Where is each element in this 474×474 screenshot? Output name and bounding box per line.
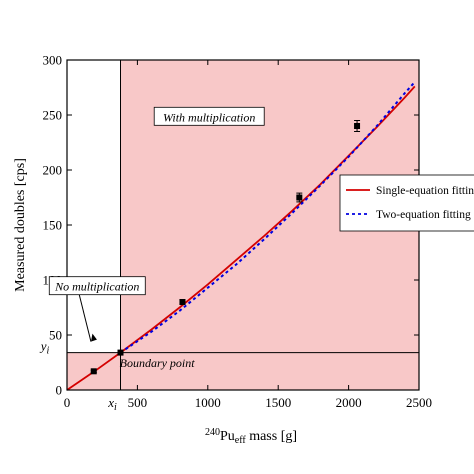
x-axis-title: 240Pueff mass [g] [205,427,297,446]
arrow-head [90,333,97,342]
legend-box [339,174,474,232]
data-point [179,299,186,305]
x-i-label: xi [107,395,117,413]
x-tick-label: 1000 [195,395,221,410]
data-point [90,368,97,375]
legend-label-0: Single-equation fitting [376,185,474,197]
legend: Single-equation fitting Two-equation fitt… [339,174,474,232]
boundary-point-label: Boundary point [120,356,196,370]
x-tick-label: 0 [64,395,71,410]
arrow-shaft [78,294,92,342]
data-point [354,123,361,129]
y-i-label: yi [39,339,50,357]
data-point [117,349,124,356]
x-tick-label: 2000 [336,395,362,410]
x-axis-title-rest: mass [g] [246,429,297,444]
legend-label-1: Two-equation fitting [376,209,471,221]
fit-lines [66,81,416,391]
y-i-main: y [39,339,47,354]
with-multiplication-box [153,106,265,126]
axes: 05001000150020002500050100150200250300xi… [13,53,432,447]
y-i-sub: i [47,346,50,357]
y-tick-label: 200 [43,163,63,178]
series-line-1 [119,81,416,354]
y-tick-label: 250 [43,108,63,123]
with-multiplication-label: With multiplication [163,110,255,124]
no-multiplication-label: No multiplication [54,280,139,294]
x-i-sub: i [114,402,117,413]
y-tick-label: 50 [49,328,62,343]
annotations: With multiplication No multiplication Boun… [48,106,265,370]
x-axis-title-prefix: 240 [205,427,220,438]
x-axis-title-sub: eff [235,435,247,446]
x-tick-label: 500 [128,395,148,410]
y-axis-title: Measured doubles [cps] [13,158,28,292]
x-tick-label: 1500 [265,395,291,410]
x-axis-title-main: Pu [220,429,235,444]
data-point [296,194,303,201]
y-tick-label: 300 [43,53,63,68]
data-points [90,120,361,375]
no-multiplication-box [48,276,146,296]
y-tick-label: 150 [43,218,63,233]
x-tick-label: 2500 [406,395,432,410]
x-i-main: x [107,395,114,410]
y-tick-label: 0 [56,383,63,398]
